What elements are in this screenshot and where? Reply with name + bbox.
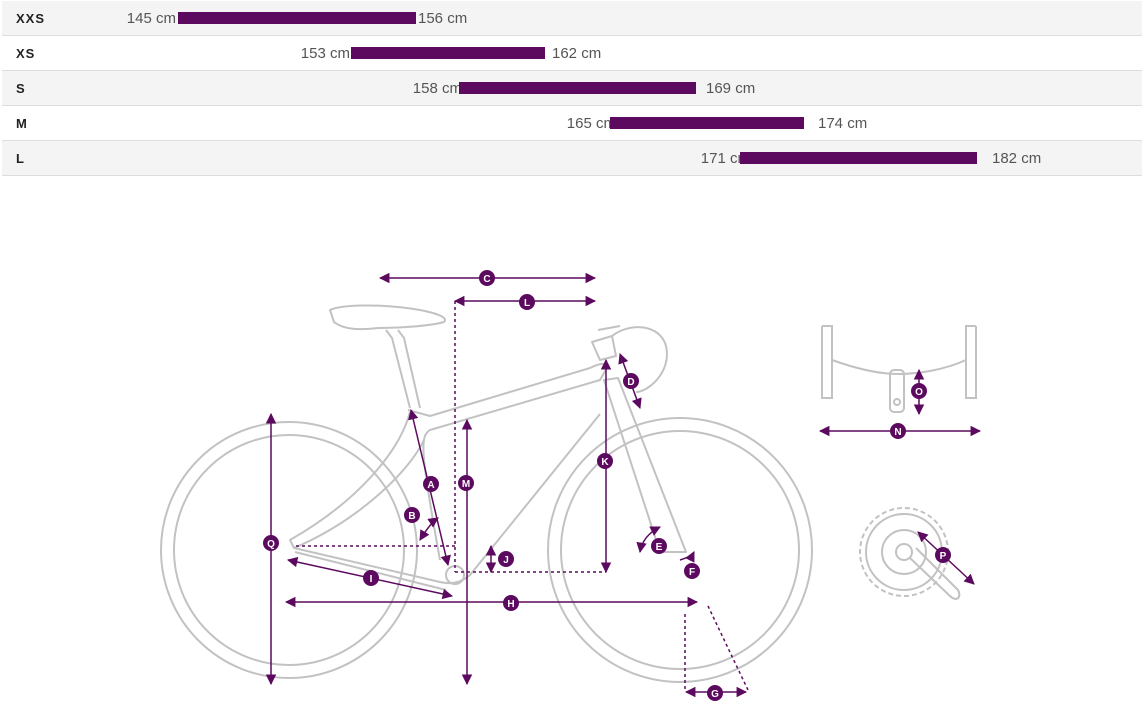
- svg-text:O: O: [915, 387, 923, 398]
- badge-m: M: [458, 475, 474, 491]
- height-min-label: 153 cm: [300, 45, 350, 62]
- geometry-diagram: C L D K A M B Q J E F I H G O N P: [160, 270, 982, 701]
- svg-text:P: P: [940, 551, 947, 562]
- measurement-lines: [265, 272, 982, 698]
- badge-d: D: [623, 373, 639, 389]
- handlebar-front-view: [821, 325, 977, 413]
- badge-g: G: [707, 685, 723, 701]
- svg-text:I: I: [370, 574, 373, 585]
- size-row-s: S 158 cm 169 cm: [2, 71, 1142, 106]
- svg-text:K: K: [601, 457, 609, 468]
- size-label: XXS: [16, 11, 46, 26]
- svg-text:F: F: [689, 567, 695, 578]
- height-min-label: 158 cm: [412, 80, 462, 97]
- badge-i: I: [363, 570, 379, 586]
- svg-text:J: J: [503, 555, 509, 566]
- height-range-bar: [350, 47, 546, 59]
- svg-text:E: E: [656, 542, 663, 553]
- rear-wheel: [160, 421, 418, 679]
- badge-p: P: [935, 547, 951, 563]
- svg-text:M: M: [462, 479, 470, 490]
- height-min-label: 171 cm: [700, 150, 750, 167]
- badge-q: Q: [263, 535, 279, 551]
- svg-text:L: L: [524, 298, 530, 309]
- badge-c: C: [479, 270, 495, 286]
- svg-text:C: C: [483, 274, 490, 285]
- badge-j: J: [498, 551, 514, 567]
- height-range-bar: [739, 152, 978, 164]
- size-row-l: L 171 cm 182 cm: [2, 141, 1142, 176]
- badge-e: E: [651, 538, 667, 554]
- height-range-bar: [178, 12, 416, 24]
- svg-text:G: G: [711, 689, 719, 700]
- badge-o: O: [911, 383, 927, 399]
- svg-text:D: D: [627, 377, 634, 388]
- height-max-label: 156 cm: [418, 10, 468, 27]
- size-label: S: [16, 81, 26, 96]
- badge-h: H: [503, 595, 519, 611]
- height-range-bar: [458, 82, 697, 94]
- size-label: L: [16, 151, 25, 166]
- badge-a: A: [423, 476, 439, 492]
- svg-text:B: B: [408, 511, 415, 522]
- size-row-m: M 165 cm 174 cm: [2, 106, 1142, 141]
- height-min-label: 165 cm: [566, 115, 616, 132]
- front-wheel: [547, 417, 813, 683]
- bike-frame: [289, 304, 687, 591]
- height-max-label: 174 cm: [818, 115, 868, 132]
- badge-k: K: [597, 453, 613, 469]
- svg-text:A: A: [427, 480, 434, 491]
- badge-n: N: [890, 423, 906, 439]
- svg-text:N: N: [894, 427, 901, 438]
- size-row-xxs: XXS 145 cm 156 cm: [2, 1, 1142, 36]
- height-range-bar: [610, 117, 805, 129]
- height-max-label: 182 cm: [992, 150, 1042, 167]
- svg-text:H: H: [507, 599, 514, 610]
- size-label: XS: [16, 46, 36, 61]
- size-row-xs: XS 153 cm 162 cm: [2, 36, 1142, 71]
- size-label: M: [16, 116, 28, 131]
- svg-text:Q: Q: [267, 539, 275, 550]
- height-min-label: 145 cm: [126, 10, 176, 27]
- height-max-label: 169 cm: [706, 80, 756, 97]
- badge-b: B: [404, 507, 420, 523]
- height-max-label: 162 cm: [552, 45, 602, 62]
- badge-l: L: [519, 294, 535, 310]
- badge-f: F: [684, 563, 700, 579]
